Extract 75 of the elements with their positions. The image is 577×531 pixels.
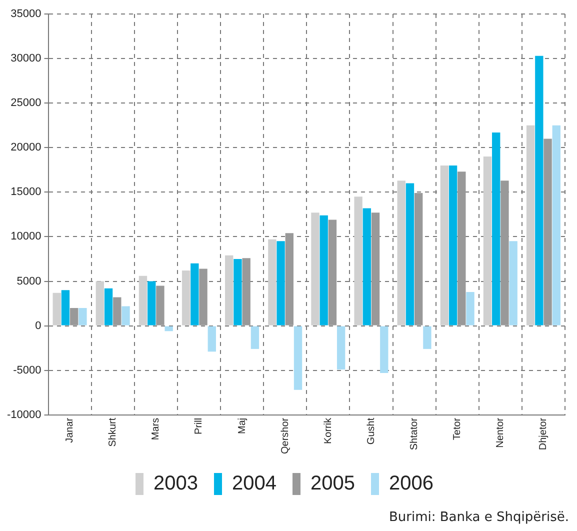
legend-label: 2005 [310,472,355,495]
bar [311,212,320,326]
x-tick-label: Shtator [409,417,420,450]
legend-label: 2004 [232,472,277,495]
bar [156,286,164,326]
bar [113,297,122,326]
bar [242,258,250,326]
bar [285,233,294,326]
bar [190,263,199,326]
bar [336,326,346,370]
bar [458,172,466,326]
bar [234,258,242,326]
x-tick-label: Tetor [452,417,464,440]
bar [380,326,388,374]
x-tick-label: Maj [236,418,248,434]
bar [208,326,216,352]
bar [328,220,337,326]
y-tick-label: 15000 [10,186,42,198]
bar [509,241,518,326]
x-tick-label: Gusht [366,418,377,445]
x-tick-label: Mars [150,418,162,440]
bar [448,165,458,326]
bar [138,276,148,326]
y-tick-label: 25000 [10,97,42,110]
bar [526,125,535,326]
y-tick-label: -5000 [13,364,42,376]
bar [406,183,414,326]
bar [148,281,156,326]
bar [371,212,380,326]
bar [268,239,276,326]
bar [96,281,104,326]
x-tick-label: Nentor [495,417,506,448]
y-tick-label: 20000 [10,142,42,154]
x-tick-label: Prill [194,418,205,435]
legend-label: 2003 [154,472,198,495]
y-tick-label: 30000 [10,52,42,65]
x-tick-label: Janar [64,417,76,443]
bar [70,308,78,326]
bar [320,215,328,326]
y-tick-label: 35000 [10,8,42,20]
bar [225,255,234,326]
bar [294,326,302,390]
bar [182,270,190,326]
bar [483,156,492,326]
bar [362,208,372,326]
bar [250,326,260,349]
bar [552,125,560,326]
bar [61,290,70,326]
bar [199,268,208,326]
bar [354,196,362,326]
y-tick-label: 10000 [10,230,42,243]
y-tick-label: -10000 [6,408,42,421]
bar [164,326,173,332]
bar [397,180,406,326]
bar [466,292,474,326]
bar [492,132,500,326]
bar [52,292,61,326]
x-tick-label: Korrik [322,416,334,444]
text: Burimi: Banka e Shqipërisë. [388,510,569,525]
y-tick-label: 0 [35,320,42,332]
bar [500,180,509,326]
bar [423,326,432,349]
bar [544,138,552,326]
x-tick-label: Shkurt [108,418,119,447]
bar [276,241,285,326]
x-tick-label: Dhjetor [538,417,550,450]
bar [122,306,130,326]
bar [535,56,544,326]
bar [104,288,113,326]
legend-label: 2006 [388,472,434,495]
bar [440,165,449,326]
bar [414,193,423,326]
bar [78,308,87,326]
y-tick-label: 5000 [16,275,42,288]
x-tick-label: Qershor [280,417,291,454]
